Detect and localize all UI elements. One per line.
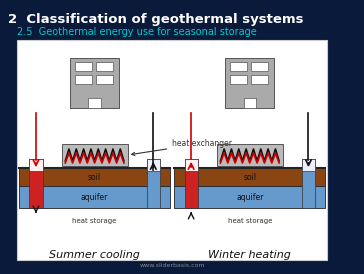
Text: soil: soil <box>243 173 256 181</box>
Bar <box>230 62 247 71</box>
Text: soil: soil <box>88 173 101 181</box>
Bar <box>244 98 256 108</box>
Bar <box>217 144 283 166</box>
Bar <box>251 75 269 84</box>
Bar <box>29 159 43 171</box>
Bar <box>174 168 325 186</box>
Bar <box>147 159 160 208</box>
Bar <box>96 62 113 71</box>
Text: 2.5  Geothermal energy use for seasonal storage: 2.5 Geothermal energy use for seasonal s… <box>17 27 257 37</box>
Text: aquifer: aquifer <box>236 193 264 201</box>
Text: aquifer: aquifer <box>81 193 108 201</box>
Bar <box>70 58 119 108</box>
Text: heat storage: heat storage <box>228 218 272 224</box>
Bar <box>302 159 315 208</box>
Bar <box>75 62 92 71</box>
Bar <box>185 159 198 208</box>
Bar <box>62 144 128 166</box>
Text: Winter heating: Winter heating <box>208 250 291 260</box>
Bar <box>29 159 43 208</box>
Bar <box>75 75 92 84</box>
Text: www.sliderbasis.com: www.sliderbasis.com <box>139 263 205 268</box>
Bar <box>147 159 160 171</box>
Bar <box>302 159 315 171</box>
Bar <box>251 62 269 71</box>
Text: Summer cooling: Summer cooling <box>49 250 140 260</box>
Bar <box>19 186 170 208</box>
Bar <box>88 98 101 108</box>
Bar <box>230 75 247 84</box>
Bar <box>96 75 113 84</box>
Bar <box>19 168 170 186</box>
Bar <box>17 40 327 260</box>
Text: heat exchanger: heat exchanger <box>132 139 232 155</box>
Text: heat storage: heat storage <box>72 218 117 224</box>
Bar <box>225 58 274 108</box>
Bar <box>185 159 198 171</box>
Bar <box>174 186 325 208</box>
Text: 2  Classification of geothermal systems: 2 Classification of geothermal systems <box>8 13 303 26</box>
